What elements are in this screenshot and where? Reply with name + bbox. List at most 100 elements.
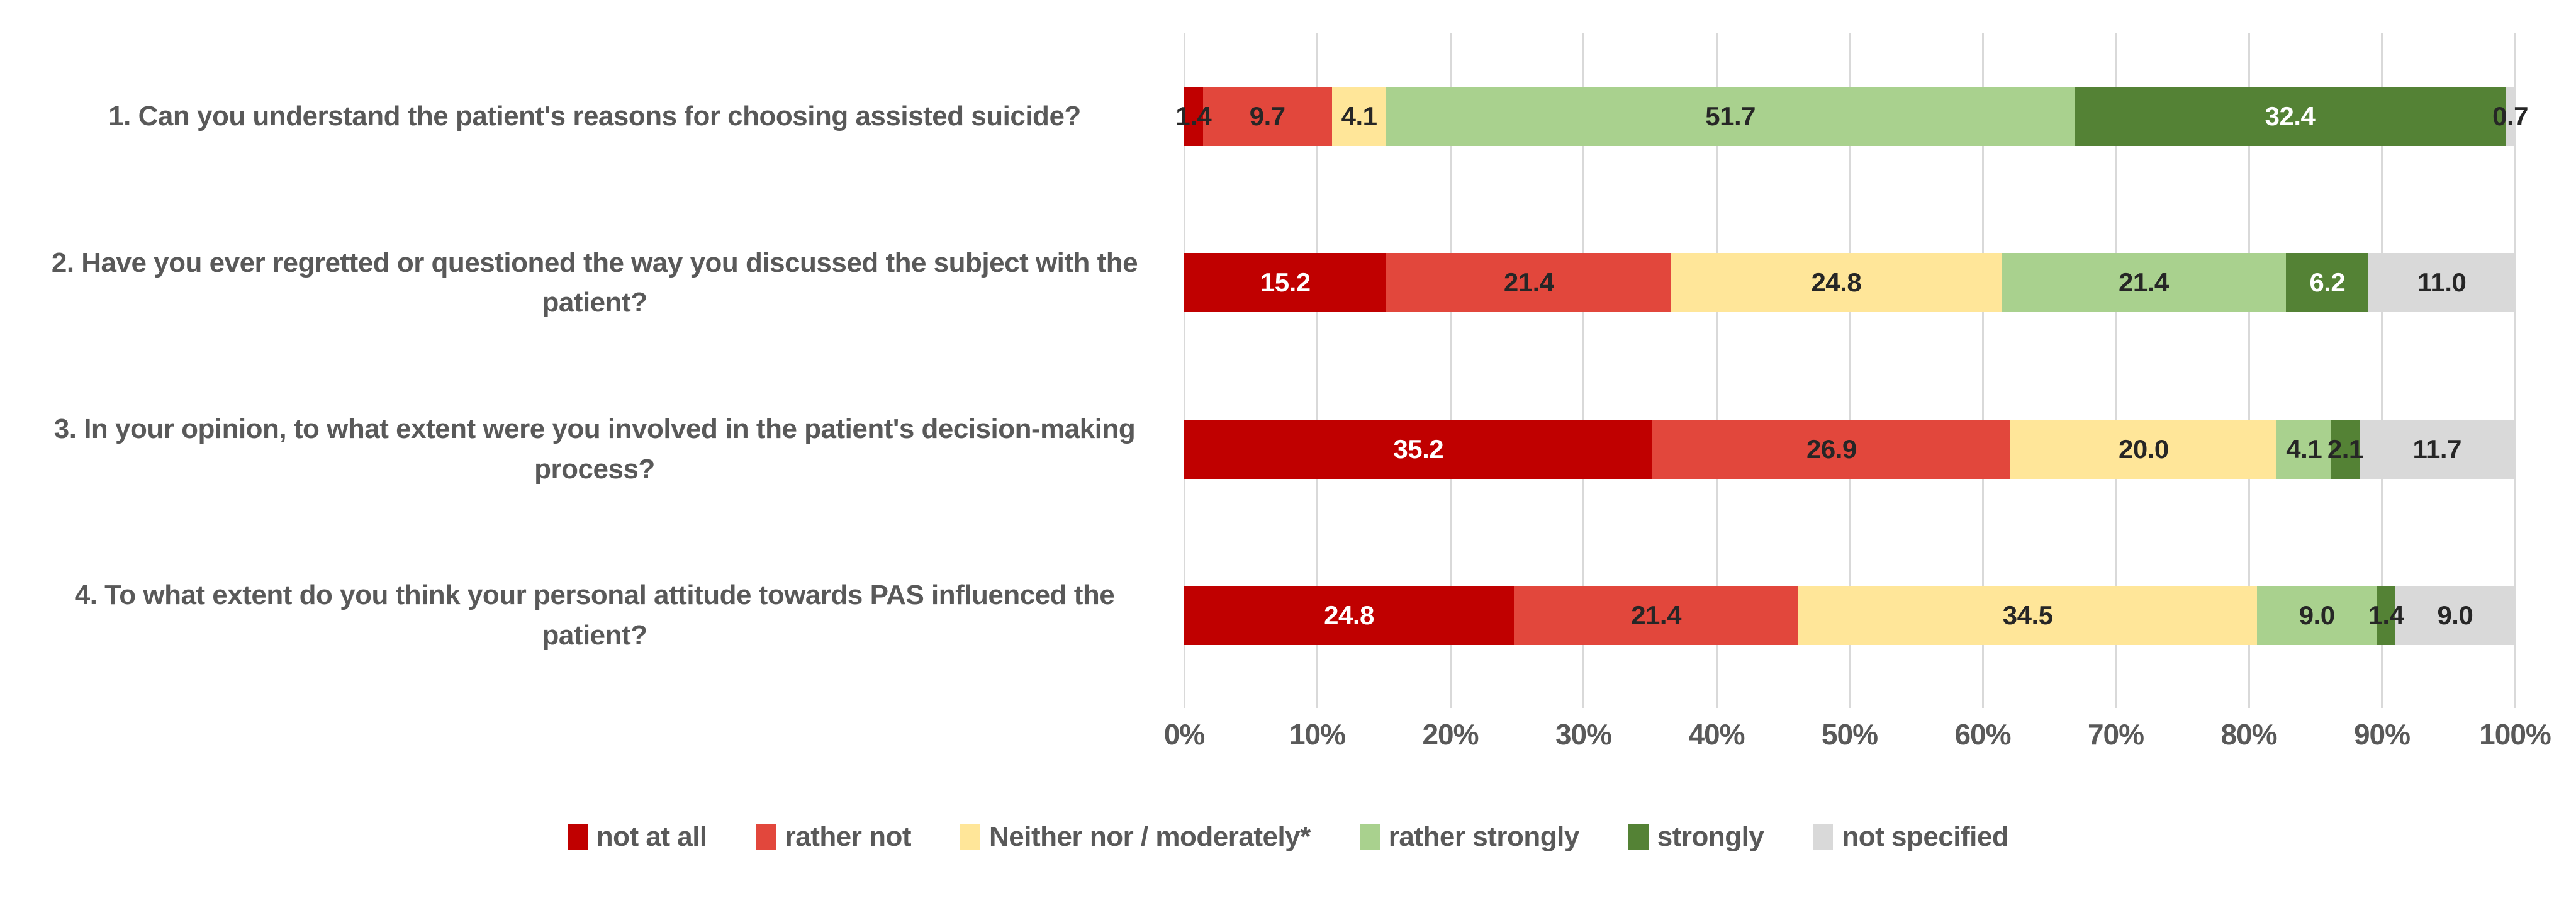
segment-value-label: 11.7 xyxy=(2412,434,2462,464)
category-label: 1. Can you understand the patient's reas… xyxy=(108,101,1081,132)
segment-value-label: 34.5 xyxy=(2002,600,2053,630)
axis-tick-mark xyxy=(1715,699,1718,708)
x-axis-tick-label: 0% xyxy=(1163,718,1205,751)
legend-item-rather-not: rather not xyxy=(756,821,912,853)
segment-value-label: 9.7 xyxy=(1249,101,1285,132)
gridline xyxy=(1715,33,1718,699)
legend-label: rather not xyxy=(785,821,912,852)
segment-value-label: 15.2 xyxy=(1260,267,1311,298)
bar-row: 15.2 21.4 24.8 21.4 6.2 11.0 xyxy=(1184,253,2515,313)
segment-value-label: 24.8 xyxy=(1324,600,1374,630)
bar-segment-neither-nor-moderately-: 20.0 xyxy=(2010,419,2277,479)
gridline xyxy=(2248,33,2250,699)
bar-segment-not-specified: 0.7 xyxy=(2492,87,2528,147)
category-label: 2. Have you ever regretted or questioned… xyxy=(51,247,1138,318)
legend-swatch xyxy=(960,824,981,850)
axis-tick-mark xyxy=(1316,699,1318,708)
x-axis-tick-label: 90% xyxy=(2353,718,2411,751)
axis-tick-mark xyxy=(1449,699,1452,708)
bar-segment-strongly: 1.4 xyxy=(2368,585,2404,645)
x-axis-tick-label: 80% xyxy=(2220,718,2277,751)
bar-segment-not-at-all: 24.8 xyxy=(1184,585,1514,645)
axis-tick-mark xyxy=(1183,699,1185,708)
bar-segment-not-at-all: 1.4 xyxy=(1175,87,1212,147)
segment-value-label: 21.4 xyxy=(1631,600,1681,630)
axis-tick-mark xyxy=(1582,699,1584,708)
x-axis-tick-label: 100% xyxy=(2479,718,2551,751)
segment-value-label: 4.1 xyxy=(1341,101,1377,132)
bar-segment-not-specified: 11.7 xyxy=(2359,419,2515,479)
legend-label: strongly xyxy=(1657,821,1764,852)
axis-tick-mark xyxy=(1981,699,1984,708)
bar-segment-rather-strongly: 21.4 xyxy=(2001,253,2287,313)
legend-item-neither-nor-moderately-: Neither nor / moderately* xyxy=(960,821,1311,853)
x-axis-tick-label: 70% xyxy=(2087,718,2144,751)
segment-value-label: 1.4 xyxy=(1175,101,1212,132)
category-label: 3. In your opinion, to what extent were … xyxy=(53,413,1136,485)
segment-value-label: 11.0 xyxy=(2417,267,2467,298)
bar-segment-rather-strongly: 4.1 xyxy=(2276,419,2332,479)
legend-label: not at all xyxy=(596,821,707,852)
gridline xyxy=(1316,33,1318,699)
bar-segment-strongly: 6.2 xyxy=(2286,253,2369,313)
legend-swatch xyxy=(1813,824,1834,850)
legend-swatch xyxy=(1628,824,1649,850)
plot-area: 1.4 9.7 4.1 51.7 32.4 0.7 15.2 21.4 24.8 21.4 6.2 1… xyxy=(1175,33,2528,708)
legend-label: Neither nor / moderately* xyxy=(989,821,1311,852)
axis-tick-mark xyxy=(2248,699,2250,708)
segment-value-label: 2.1 xyxy=(2327,434,2363,464)
gridline xyxy=(1582,33,1584,699)
gridline xyxy=(2514,33,2516,699)
segment-value-label: 1.4 xyxy=(2368,600,2404,630)
segment-value-label: 0.7 xyxy=(2492,101,2528,132)
bar-segment-rather-not: 9.7 xyxy=(1202,87,1332,147)
segment-value-label: 51.7 xyxy=(1705,101,1756,132)
bar-segment-not-specified: 11.0 xyxy=(2368,253,2515,313)
axis-tick-mark xyxy=(2514,699,2516,708)
x-axis-tick-label: 20% xyxy=(1422,718,1479,751)
gridline xyxy=(1849,33,1851,699)
segment-value-label: 9.0 xyxy=(2299,600,2335,630)
segment-value-label: 9.0 xyxy=(2437,600,2473,630)
gridline xyxy=(1183,33,1185,699)
legend-item-strongly: strongly xyxy=(1628,821,1764,853)
axis-tick-mark xyxy=(1849,699,1851,708)
gridline xyxy=(2115,33,2117,699)
bar-row: 1.4 9.7 4.1 51.7 32.4 0.7 xyxy=(1175,87,2528,147)
bar-segment-neither-nor-moderately-: 24.8 xyxy=(1671,253,2002,313)
legend-label: rather strongly xyxy=(1388,821,1580,852)
x-axis-tick-label: 50% xyxy=(1821,718,1878,751)
segment-value-label: 24.8 xyxy=(1811,267,1862,298)
bar-row: 35.2 26.9 20.0 4.1 2.1 11.7 xyxy=(1184,419,2515,479)
segment-value-label: 20.0 xyxy=(2119,434,2169,464)
bar-segment-rather-strongly: 9.0 xyxy=(2257,585,2377,645)
legend-item-rather-strongly: rather strongly xyxy=(1359,821,1580,853)
bar-segment-not-specified: 9.0 xyxy=(2395,585,2515,645)
bar-segment-rather-not: 26.9 xyxy=(1652,419,2011,479)
legend-item-not-at-all: not at all xyxy=(567,821,707,853)
bar-segment-not-at-all: 35.2 xyxy=(1184,419,1653,479)
bar-segment-rather-not: 21.4 xyxy=(1386,253,1672,313)
gridline xyxy=(1981,33,1984,699)
axis-tick-mark xyxy=(2381,699,2383,708)
bar-segment-strongly: 2.1 xyxy=(2327,419,2363,479)
category-label: 4. To what extent do you think your pers… xyxy=(74,580,1115,651)
segment-value-label: 26.9 xyxy=(1806,434,1857,464)
segment-value-label: 6.2 xyxy=(2309,267,2346,298)
x-axis-tick-label: 10% xyxy=(1289,718,1346,751)
bar-segment-neither-nor-moderately-: 4.1 xyxy=(1331,87,1387,147)
segment-value-label: 21.4 xyxy=(2119,267,2169,298)
segment-value-label: 32.4 xyxy=(2265,101,2316,132)
bar-segment-not-at-all: 15.2 xyxy=(1184,253,1387,313)
axis-tick-mark xyxy=(2115,699,2117,708)
bar-row: 24.8 21.4 34.5 9.0 1.4 9.0 xyxy=(1184,585,2515,645)
segment-value-label: 21.4 xyxy=(1503,267,1554,298)
segment-value-label: 4.1 xyxy=(2286,434,2322,464)
bar-segment-rather-not: 21.4 xyxy=(1513,585,1799,645)
legend-swatch xyxy=(756,824,776,850)
legend: not at all rather not Neither nor / modera… xyxy=(0,821,2576,853)
gridline xyxy=(2381,33,2383,699)
legend-item-not-specified: not specified xyxy=(1813,821,2009,853)
segment-value-label: 35.2 xyxy=(1393,434,1444,464)
bar-segment-strongly: 32.4 xyxy=(2074,87,2506,147)
